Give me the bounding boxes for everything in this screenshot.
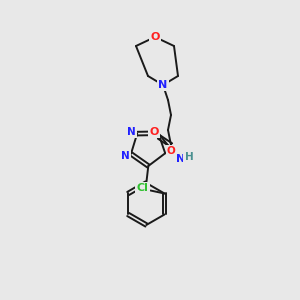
Text: O: O xyxy=(149,127,159,137)
Text: O: O xyxy=(150,32,160,42)
Text: O: O xyxy=(167,146,176,156)
Text: Cl: Cl xyxy=(136,184,148,194)
Text: H: H xyxy=(184,152,194,162)
Text: N: N xyxy=(127,127,136,136)
Text: N: N xyxy=(176,154,186,164)
Text: N: N xyxy=(158,80,168,90)
Text: N: N xyxy=(121,151,129,161)
